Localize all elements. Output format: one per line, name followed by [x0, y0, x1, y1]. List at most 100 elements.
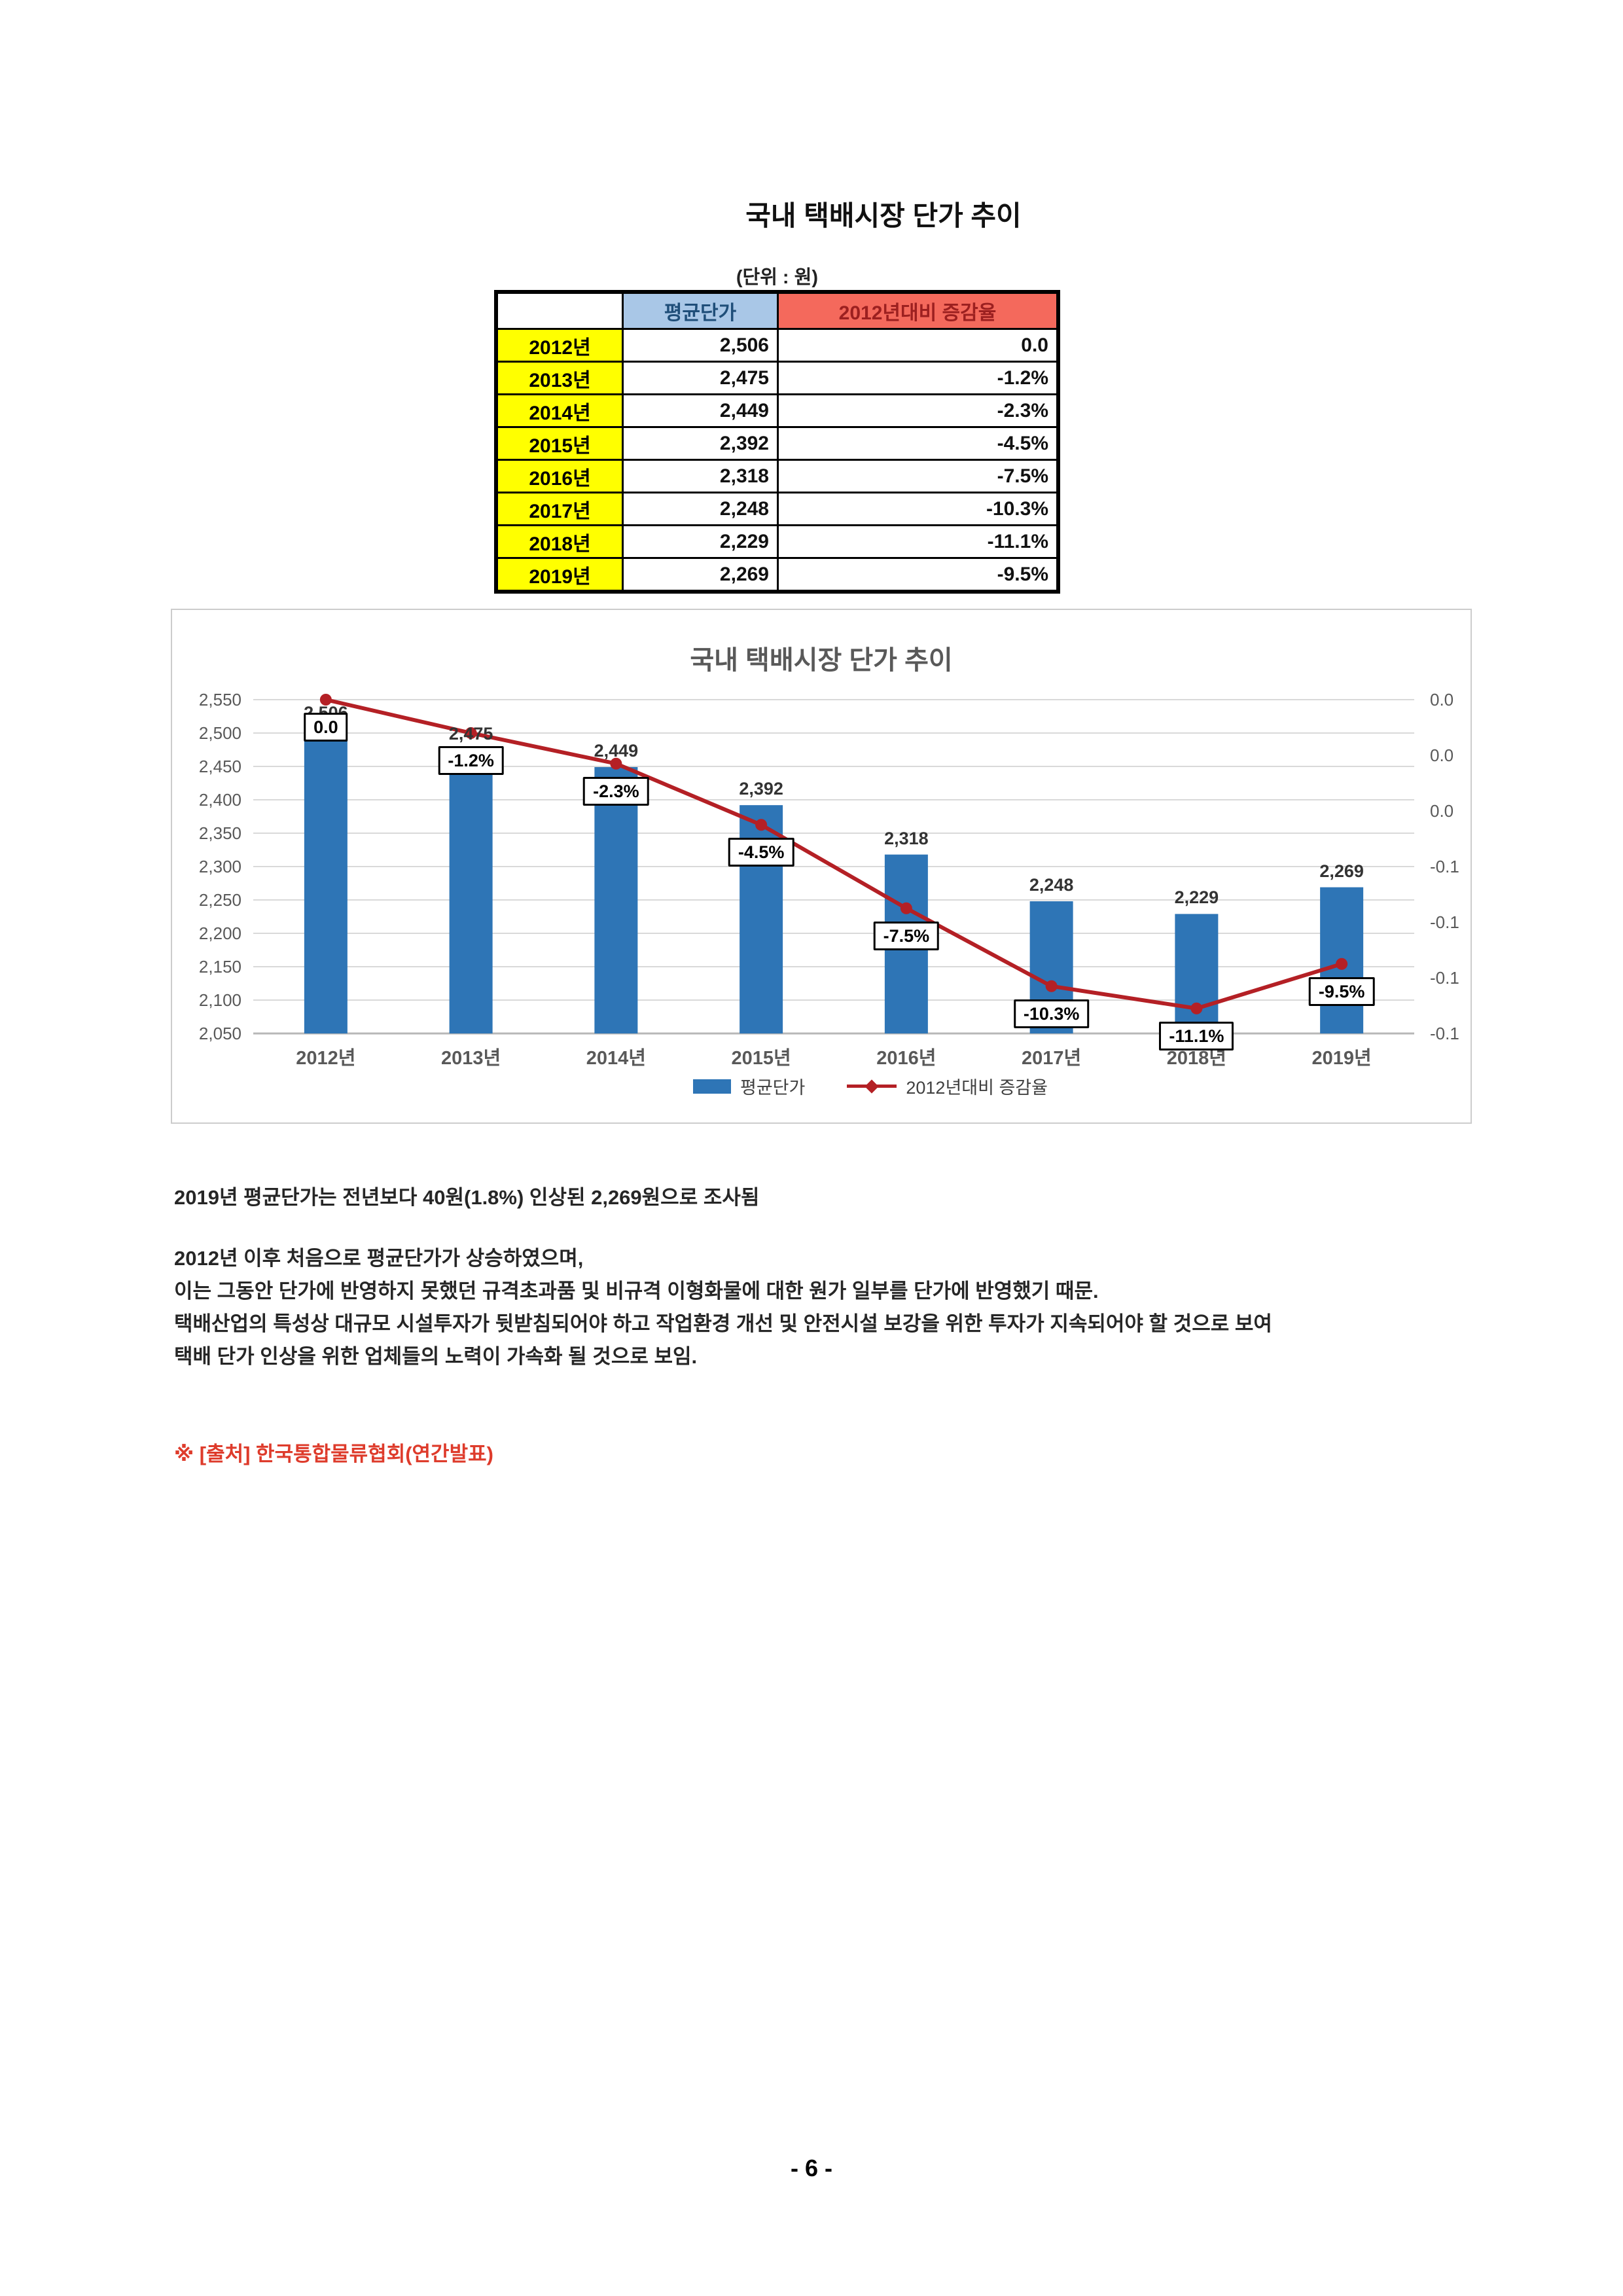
- x-axis-label: 2018년: [1166, 1048, 1226, 1069]
- price-table-body: 2012년 2,506 0.0 2013년 2,475 -1.2% 2014년 …: [495, 328, 1060, 593]
- price-cell: 2,392: [622, 426, 779, 461]
- price-cell: 2,229: [622, 524, 779, 559]
- body-paragraph: 2012년 이후 처음으로 평균단가가 상승하였으며, 이는 그동안 단가에 반…: [174, 1242, 1272, 1373]
- bar-value-label: 2,248: [1029, 875, 1074, 895]
- line-marker: [1045, 980, 1058, 992]
- y2-axis-tick-label: -0.1: [1430, 912, 1459, 932]
- bar: [1175, 914, 1219, 1033]
- y2-axis-tick-label: -0.1: [1430, 1024, 1459, 1043]
- bar-value-label: 2,229: [1174, 888, 1219, 908]
- year-cell: 2017년: [495, 492, 624, 526]
- table-row: 2014년 2,449 -2.3%: [495, 393, 1060, 428]
- bar: [449, 749, 493, 1033]
- y-axis-tick-label: 2,400: [198, 790, 241, 810]
- change-callout: -7.5%: [873, 921, 940, 950]
- year-cell: 2015년: [495, 426, 624, 461]
- legend-bar-swatch-icon: [693, 1079, 731, 1094]
- table-row: 2019년 2,269 -9.5%: [495, 557, 1060, 593]
- price-cell: 2,248: [622, 492, 779, 526]
- change-cell: -10.3%: [777, 492, 1060, 526]
- bar-value-label: 2,392: [739, 779, 783, 799]
- y-axis-tick-label: 2,350: [198, 823, 241, 843]
- change-callout: -1.2%: [438, 746, 504, 775]
- table-header-row: 평균단가 2012년대비 증감율: [495, 291, 1060, 330]
- x-axis-label: 2012년: [296, 1048, 356, 1069]
- bar-value-label: 2,475: [448, 723, 493, 744]
- line-marker: [755, 819, 768, 831]
- line-marker: [900, 902, 912, 914]
- line-marker: [319, 694, 332, 706]
- change-cell: 0.0: [777, 328, 1060, 363]
- change-cell: -2.3%: [777, 393, 1060, 428]
- x-axis-label: 2017년: [1022, 1048, 1082, 1069]
- price-cell: 2,449: [622, 393, 779, 428]
- summary-text: 2019년 평균단가는 전년보다 40원(1.8%) 인상된 2,269원으로 …: [174, 1186, 760, 1209]
- y-axis-tick-label: 2,300: [198, 857, 241, 876]
- change-cell: -4.5%: [777, 426, 1060, 461]
- table-header-change: 2012년대비 증감율: [777, 291, 1060, 330]
- bar: [594, 767, 638, 1033]
- legend-bar-label: 평균단가: [740, 1078, 806, 1098]
- change-callout: -9.5%: [1308, 977, 1375, 1006]
- unit-label: (단위 : 원): [736, 267, 818, 288]
- body-line: 이는 그동안 단가에 반영하지 못했던 규격초과품 및 비규격 이형화물에 대한…: [174, 1280, 1099, 1302]
- change-cell: -1.2%: [777, 361, 1060, 395]
- price-cell: 2,318: [622, 459, 779, 493]
- y-axis-tick-label: 2,100: [198, 990, 241, 1010]
- table-header-price: 평균단가: [622, 291, 779, 330]
- y-axis-tick-label: 2,150: [198, 957, 241, 977]
- table-header-blank: [495, 291, 624, 330]
- change-cell: -9.5%: [777, 557, 1060, 593]
- chart-legend: 평균단가 2012년대비 증감율: [172, 1073, 1471, 1099]
- chart: 국내 택배시장 단가 추이 평균단가 2012년대비 증감율 2,550 2,50…: [171, 609, 1472, 1124]
- y-axis-tick-label: 2,250: [198, 890, 241, 910]
- bar: [304, 728, 348, 1033]
- table-row: 2015년 2,392 -4.5%: [495, 426, 1060, 461]
- x-axis-label: 2019년: [1311, 1048, 1372, 1069]
- year-cell: 2013년: [495, 361, 624, 395]
- table-row: 2013년 2,475 -1.2%: [495, 361, 1060, 395]
- x-axis-label: 2015년: [731, 1048, 791, 1069]
- year-cell: 2018년: [495, 524, 624, 559]
- year-cell: 2019년: [495, 557, 624, 593]
- change-cell: -11.1%: [777, 524, 1060, 559]
- change-callout: -2.3%: [583, 776, 649, 806]
- legend-line-swatch-icon: [847, 1079, 897, 1094]
- bar-value-label: 2,449: [594, 741, 639, 761]
- y2-axis-tick-label: 0.0: [1430, 801, 1454, 821]
- trend-line: [325, 698, 1343, 1011]
- year-cell: 2012년: [495, 328, 624, 363]
- x-axis-label: 2016년: [876, 1048, 936, 1069]
- legend-item-bar: 평균단가: [693, 1073, 805, 1099]
- y-axis-tick-label: 2,050: [198, 1024, 241, 1043]
- page-number: - 6 -: [790, 2155, 832, 2181]
- line-marker: [465, 727, 477, 739]
- line-marker: [1190, 1002, 1203, 1014]
- line-marker: [1336, 958, 1348, 970]
- change-callout: 0.0: [304, 713, 348, 742]
- legend-diamond-marker-icon: [865, 1079, 879, 1094]
- legend-line-label: 2012년대비 증감율: [906, 1078, 1048, 1098]
- year-cell: 2016년: [495, 459, 624, 493]
- table-row: 2018년 2,229 -11.1%: [495, 524, 1060, 559]
- x-axis-label: 2013년: [441, 1048, 501, 1069]
- y-axis-tick-label: 2,500: [198, 723, 241, 743]
- chart-plot-area: [253, 694, 1414, 1035]
- price-cell: 2,475: [622, 361, 779, 395]
- y-axis-tick-label: 2,550: [198, 690, 241, 709]
- table-row: 2012년 2,506 0.0: [495, 328, 1060, 363]
- change-callout: -4.5%: [728, 838, 794, 867]
- price-cell: 2,506: [622, 328, 779, 363]
- change-cell: -7.5%: [777, 459, 1060, 493]
- table-row: 2017년 2,248 -10.3%: [495, 492, 1060, 526]
- y2-axis-tick-label: -0.1: [1430, 857, 1459, 876]
- bar-value-label: 2,318: [884, 828, 929, 848]
- change-callout: -11.1%: [1159, 1021, 1234, 1050]
- legend-item-line: 2012년대비 증감율: [847, 1073, 1048, 1099]
- line-marker: [610, 757, 622, 770]
- x-axis-label: 2014년: [586, 1048, 646, 1069]
- table-row: 2016년 2,318 -7.5%: [495, 459, 1060, 493]
- y-axis-tick-label: 2,200: [198, 924, 241, 943]
- bar-value-label: 2,269: [1319, 861, 1364, 881]
